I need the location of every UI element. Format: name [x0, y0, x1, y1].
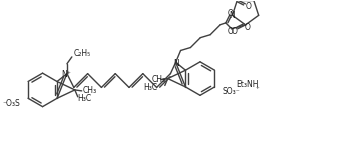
Text: ⁻O₃S: ⁻O₃S — [2, 99, 20, 108]
Text: H₃C: H₃C — [144, 83, 158, 92]
Text: H₃C: H₃C — [77, 94, 91, 103]
Text: O: O — [245, 2, 251, 11]
Text: O: O — [228, 9, 234, 18]
Text: O: O — [228, 27, 234, 36]
Text: O: O — [232, 27, 238, 36]
Text: CH₃: CH₃ — [83, 86, 97, 95]
Text: SO₃⁻: SO₃⁻ — [222, 87, 240, 96]
Text: N: N — [229, 11, 235, 20]
Text: Et₃NH: Et₃NH — [236, 80, 259, 89]
Text: C₂H₅: C₂H₅ — [74, 49, 91, 58]
Text: O: O — [245, 23, 251, 32]
Text: N: N — [174, 59, 179, 68]
Text: ⁺: ⁺ — [256, 87, 259, 93]
Text: CH₃: CH₃ — [152, 75, 166, 84]
Text: N⁺: N⁺ — [61, 70, 71, 79]
